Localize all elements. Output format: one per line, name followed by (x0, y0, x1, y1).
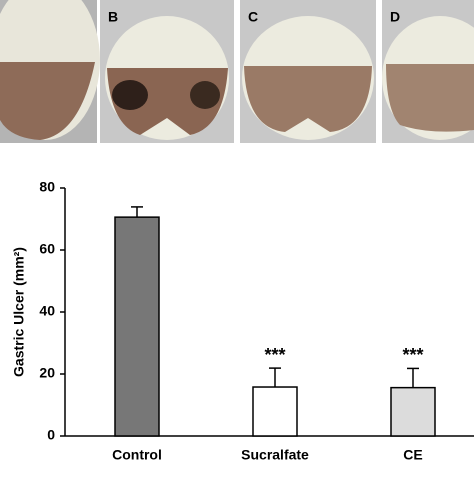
lesion (386, 64, 474, 132)
significance: *** (402, 345, 423, 365)
lesion-dark (190, 81, 220, 109)
bar (390, 386, 436, 437)
photo-panels: B C D (0, 0, 474, 143)
y-tick-label: 0 (47, 427, 55, 443)
panel-label: B (108, 9, 118, 25)
y-tick-label: 40 (39, 303, 55, 319)
y-axis-label: Gastric Ulcer (mm²) (11, 247, 27, 377)
lesion-dark (112, 80, 148, 110)
lesion (0, 62, 95, 140)
y-tick-label: 60 (39, 241, 55, 257)
y-tick-label: 80 (39, 179, 55, 195)
panel-label: D (390, 9, 400, 25)
x-tick-label: Control (112, 447, 162, 463)
bar (114, 216, 160, 437)
lesion (244, 66, 372, 132)
significance: *** (264, 345, 285, 365)
x-tick-label: Sucralfate (241, 447, 309, 463)
y-tick-label: 20 (39, 365, 55, 381)
bar (252, 386, 298, 437)
panel-label: C (248, 9, 258, 25)
x-tick-label: CE (403, 447, 422, 463)
